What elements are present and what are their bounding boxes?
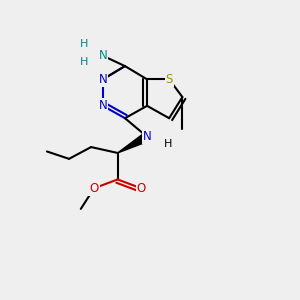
Text: O: O xyxy=(89,182,99,195)
Text: N: N xyxy=(98,99,107,112)
Polygon shape xyxy=(118,133,149,153)
Text: N: N xyxy=(98,73,107,86)
Text: O: O xyxy=(136,182,146,195)
Text: H: H xyxy=(80,57,88,67)
Text: N: N xyxy=(143,130,152,143)
Text: H: H xyxy=(80,39,88,49)
Text: S: S xyxy=(166,73,173,86)
Text: N: N xyxy=(98,49,107,62)
Text: H: H xyxy=(164,139,172,149)
